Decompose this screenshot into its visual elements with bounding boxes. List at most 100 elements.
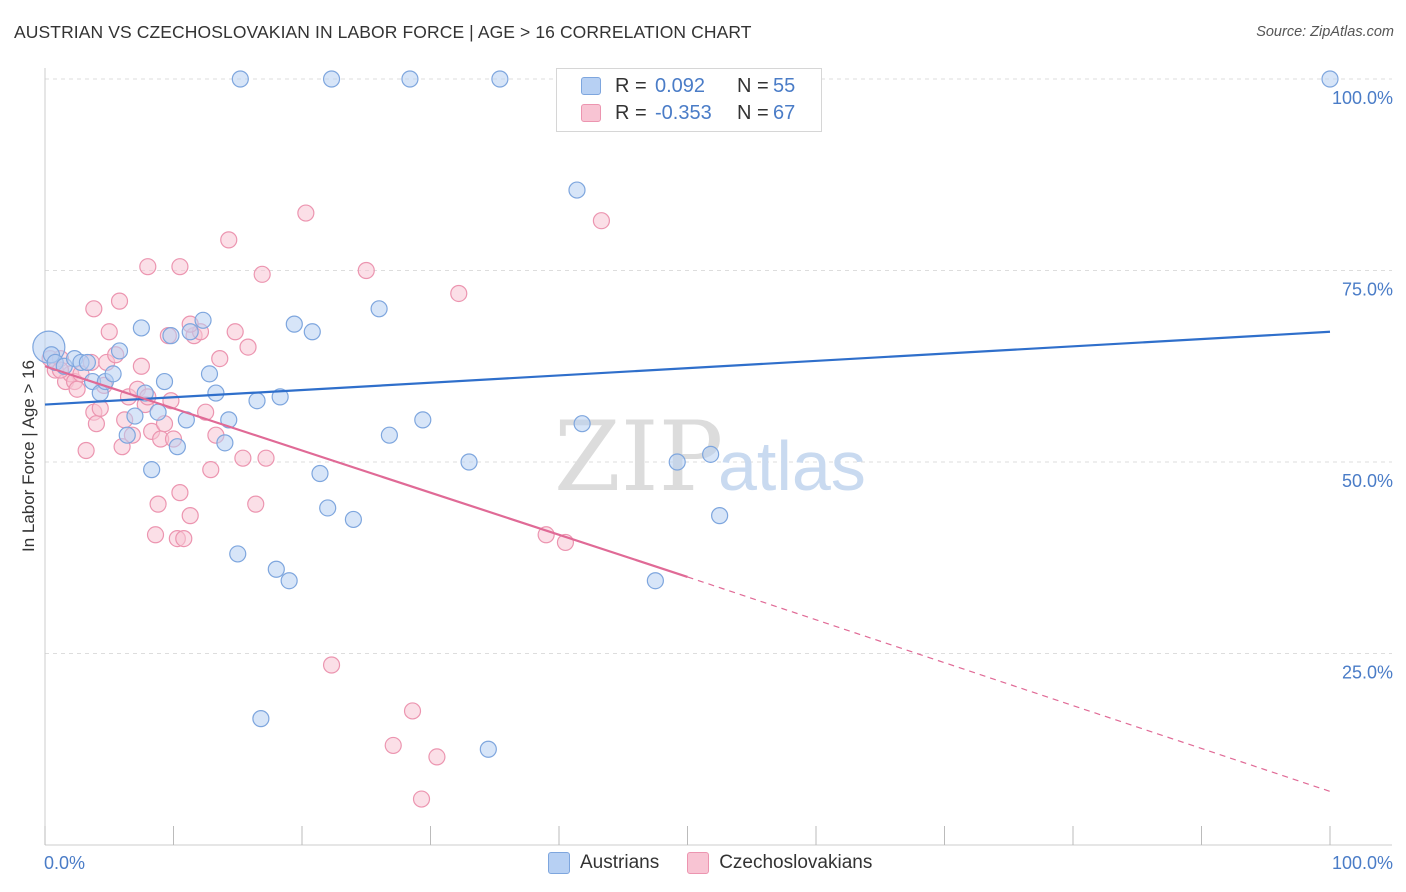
czechoslovakians-point — [247, 495, 265, 513]
czechoslovakians-trend-extension — [687, 576, 1331, 792]
n-label: N = — [737, 101, 769, 124]
axes — [44, 68, 1392, 846]
austrians-point — [149, 403, 167, 421]
austrians-point — [573, 415, 591, 433]
austrians-legend-swatch — [548, 852, 570, 874]
austrians-point — [280, 572, 298, 590]
legend-row-austrians: R = 0.092 N = 55 — [581, 73, 795, 99]
czechoslovakians-point — [239, 338, 257, 356]
austrians-point — [646, 572, 664, 590]
x-tick-label: 100.0% — [1332, 853, 1393, 873]
czechoslovakians-point — [220, 231, 238, 249]
czechoslovakians-point — [592, 212, 611, 230]
austrians-point — [78, 353, 97, 372]
czechoslovakians-point — [175, 529, 193, 548]
austrians-point — [319, 499, 337, 517]
austrians-point — [168, 438, 186, 456]
austrians-point — [104, 365, 122, 383]
czechoslovakians-point — [68, 380, 86, 398]
austrians-point — [370, 300, 388, 318]
y-tick-label: 100.0% — [1332, 88, 1393, 108]
czechoslovakians-point — [211, 349, 229, 368]
austrians-point — [479, 740, 497, 758]
austrians-legend-label: Austrians — [580, 852, 660, 873]
y-tick-label: 50.0% — [1342, 471, 1393, 491]
y-axis-title: In Labor Force | Age > 16 — [19, 360, 38, 552]
austrians-point — [380, 426, 398, 444]
czechoslovakians-point — [234, 449, 252, 467]
trend-lines — [44, 330, 1331, 792]
austrians-points — [32, 70, 1339, 758]
austrians-point — [216, 434, 234, 452]
austrians-swatch — [581, 77, 601, 95]
austrians-point — [126, 407, 144, 425]
austrians-point — [220, 411, 238, 429]
czechoslovakians-point — [139, 258, 157, 276]
austrians-point — [110, 342, 129, 360]
czechoslovakians-point — [412, 790, 431, 808]
czechoslovakians-point — [428, 748, 446, 766]
austrians-point — [267, 560, 285, 578]
austrians-point — [143, 461, 161, 479]
czechoslovakians-point — [87, 415, 106, 433]
watermark-atlas: atlas — [718, 427, 866, 505]
legend-item-czechoslovakians[interactable]: Czechoslovakians — [687, 852, 872, 874]
tick-labels: 100.0% 75.0% 50.0% 25.0% 0.0% 100.0% — [44, 88, 1393, 873]
series-legend: Austrians Czechoslovakians — [548, 852, 900, 874]
czechoslovakians-point — [297, 204, 315, 222]
y-tick-label: 25.0% — [1342, 663, 1393, 683]
austrians-point — [231, 70, 249, 88]
austrians-point — [702, 445, 720, 463]
austrians-point — [118, 426, 136, 444]
austrians-point — [194, 311, 212, 329]
czechoslovakians-point — [450, 284, 468, 303]
austrians-point — [568, 181, 586, 199]
legend-item-austrians[interactable]: Austrians — [548, 852, 659, 874]
y-tick-label: 75.0% — [1342, 280, 1393, 300]
austrians-point — [200, 365, 219, 383]
czechoslovakians-point — [85, 300, 103, 318]
czechoslovakians-point — [357, 261, 375, 280]
czechoslovakians-point — [171, 484, 189, 502]
austrians-point — [252, 710, 270, 728]
czechoslovakians-trend-line — [44, 365, 688, 578]
czechoslovakians-point — [384, 736, 402, 755]
chart-title: AUSTRIAN VS CZECHOSLOVAKIAN IN LABOR FOR… — [14, 22, 752, 42]
czechoslovakians-point — [77, 441, 95, 460]
austrians-point — [303, 323, 321, 341]
austrians-trend-line — [44, 330, 1331, 406]
austrians-point — [401, 70, 419, 88]
czechoslovakians-point — [100, 323, 118, 341]
austrians-point — [181, 323, 199, 341]
austrians-point — [271, 388, 289, 406]
czechoslovakians-swatch — [581, 104, 601, 122]
correlation-legend: R = 0.092 N = 55 R = -0.353 N = 67 — [556, 68, 822, 132]
czechoslovakians-n-value: 67 — [773, 101, 796, 124]
austrians-point — [344, 510, 362, 529]
czechoslovakians-point — [202, 461, 220, 479]
austrians-point — [322, 70, 341, 88]
czechoslovakians-r-value: -0.353 — [655, 101, 712, 124]
austrians-point — [311, 464, 329, 483]
czechoslovakians-legend-label: Czechoslovakians — [719, 852, 873, 873]
austrians-point — [285, 315, 303, 333]
austrians-point — [414, 411, 432, 429]
czechoslovakians-legend-swatch — [687, 852, 710, 874]
austrians-point — [162, 327, 180, 345]
austrians-point — [1321, 70, 1339, 88]
czechoslovakians-point — [146, 526, 165, 544]
austrians-point — [207, 384, 225, 402]
austrians-point — [155, 372, 174, 391]
austrians-point — [229, 545, 247, 563]
czechoslovakians-point — [257, 449, 275, 467]
austrians-point — [248, 392, 266, 410]
austrians-point — [711, 507, 729, 525]
czechoslovakians-point — [403, 702, 422, 720]
czechoslovakians-point — [253, 265, 271, 283]
czechoslovakians-point — [171, 258, 189, 276]
czechoslovakians-point — [226, 323, 244, 341]
n-label: N = — [737, 74, 769, 97]
czechoslovakians-point — [197, 403, 215, 421]
czechoslovakians-point — [149, 495, 167, 513]
